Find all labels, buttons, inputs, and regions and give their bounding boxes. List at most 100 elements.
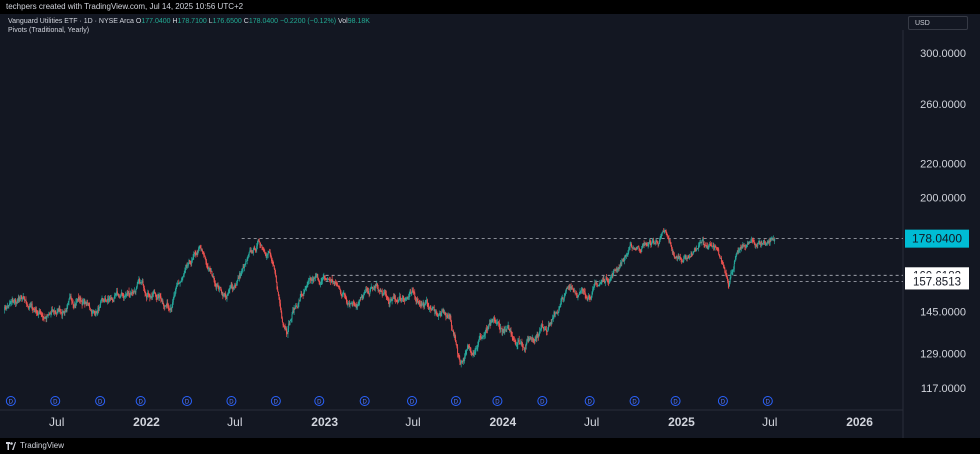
- candle-body: [711, 245, 713, 247]
- candle-body: [214, 280, 216, 284]
- candle-body: [709, 244, 711, 245]
- candle-body: [509, 329, 511, 330]
- y-tick-label: 145.0000: [920, 307, 966, 319]
- candle-body: [371, 286, 373, 288]
- candle-body: [32, 309, 34, 310]
- candle-body: [561, 297, 563, 299]
- candle-body: [323, 275, 325, 277]
- candle-body: [85, 301, 87, 304]
- candle-body: [720, 257, 722, 259]
- candle-body: [577, 295, 579, 298]
- candle-body: [731, 272, 733, 273]
- candle-body: [471, 351, 473, 354]
- candle-body: [700, 242, 702, 244]
- candle-body: [254, 248, 256, 250]
- candle-body: [313, 278, 315, 281]
- candle-body: [510, 330, 512, 335]
- candle-body: [158, 294, 160, 298]
- candle-body: [426, 299, 428, 304]
- candle-body: [183, 275, 185, 277]
- dividend-marker[interactable]: [359, 396, 370, 406]
- candle-body: [339, 289, 341, 293]
- candle-body: [204, 256, 206, 259]
- currency-button[interactable]: USD: [908, 16, 968, 30]
- candle-body: [352, 301, 354, 305]
- candle-body: [171, 307, 173, 309]
- candle-body: [716, 247, 718, 249]
- candle-body: [376, 284, 378, 287]
- candle-body: [459, 355, 461, 359]
- candle-body: [486, 328, 488, 330]
- dividend-marker[interactable]: [226, 396, 237, 406]
- indicator-title[interactable]: Pivots (Traditional, Yearly): [8, 27, 90, 34]
- y-tick-label: 200.0000: [920, 192, 966, 204]
- price-chart[interactable]: 300.0000 260.0000 220.0000 200.0000 145.0000…: [0, 0, 980, 438]
- candle-body: [254, 246, 256, 249]
- candle-body: [210, 270, 212, 272]
- candle-body: [341, 295, 343, 297]
- candle-body: [659, 238, 661, 241]
- candle-body: [395, 300, 397, 301]
- candle-body: [687, 255, 689, 259]
- dividend-marker[interactable]: [450, 396, 461, 406]
- dividend-marker[interactable]: [407, 396, 418, 406]
- candle-body: [728, 282, 730, 287]
- symbol-title[interactable]: Vanguard Utilities ETF · 1D · NYSE Arca: [8, 18, 134, 25]
- candle-body: [515, 342, 517, 346]
- footer-brand[interactable]: TradingView: [20, 441, 65, 450]
- dividend-marker[interactable]: [135, 396, 146, 406]
- candle-body: [573, 289, 575, 292]
- candle-body: [376, 284, 378, 286]
- candle-body: [526, 340, 528, 344]
- candle-body: [619, 262, 621, 267]
- candle-body: [346, 297, 348, 301]
- candle-body: [210, 271, 212, 272]
- candle-body: [586, 296, 588, 299]
- candle-body: [648, 242, 650, 244]
- candle-body: [472, 352, 474, 355]
- candle-body: [453, 330, 454, 335]
- candle-body: [419, 301, 421, 304]
- candle-body: [11, 299, 13, 302]
- candle-body: [262, 248, 264, 250]
- candle-body: [201, 250, 203, 251]
- candle-body: [727, 277, 729, 282]
- candle-body: [322, 278, 324, 281]
- x-tick-label: Jul: [584, 415, 599, 429]
- candle-body: [243, 264, 245, 269]
- dividend-marker[interactable]: [717, 396, 728, 406]
- dividend-marker[interactable]: [5, 396, 16, 406]
- candle-body: [180, 281, 182, 283]
- candle-body: [46, 315, 48, 319]
- candle-body: [619, 266, 621, 269]
- dividend-marker[interactable]: [762, 396, 773, 406]
- candle-body: [241, 271, 243, 274]
- candle-body: [315, 275, 317, 277]
- candle-body: [82, 301, 84, 303]
- candle-body: [735, 255, 737, 259]
- dividend-marker[interactable]: [584, 396, 595, 406]
- candle-body: [363, 292, 365, 295]
- dividend-marker[interactable]: [314, 396, 325, 406]
- candle-body: [527, 339, 529, 342]
- dividend-marker[interactable]: [95, 396, 106, 406]
- candle-body: [104, 298, 106, 300]
- candle-body: [425, 301, 427, 303]
- candle-body: [15, 300, 17, 304]
- dividend-marker[interactable]: [50, 396, 61, 406]
- dividend-marker[interactable]: [270, 396, 281, 406]
- candle-body: [504, 329, 506, 331]
- dividend-marker[interactable]: [670, 396, 681, 406]
- dividend-marker[interactable]: [537, 396, 548, 406]
- candle-body: [30, 305, 32, 307]
- x-tick-label: Jul: [405, 415, 420, 429]
- candle-body: [116, 291, 118, 295]
- candle-body: [103, 300, 105, 302]
- candle-body: [465, 350, 467, 355]
- candle-body: [73, 304, 75, 307]
- dividend-marker[interactable]: [629, 396, 640, 406]
- dividend-marker[interactable]: [492, 396, 503, 406]
- dividend-marker[interactable]: [182, 396, 193, 406]
- tradingview-logo-icon[interactable]: [6, 442, 16, 450]
- candle-body: [127, 292, 129, 294]
